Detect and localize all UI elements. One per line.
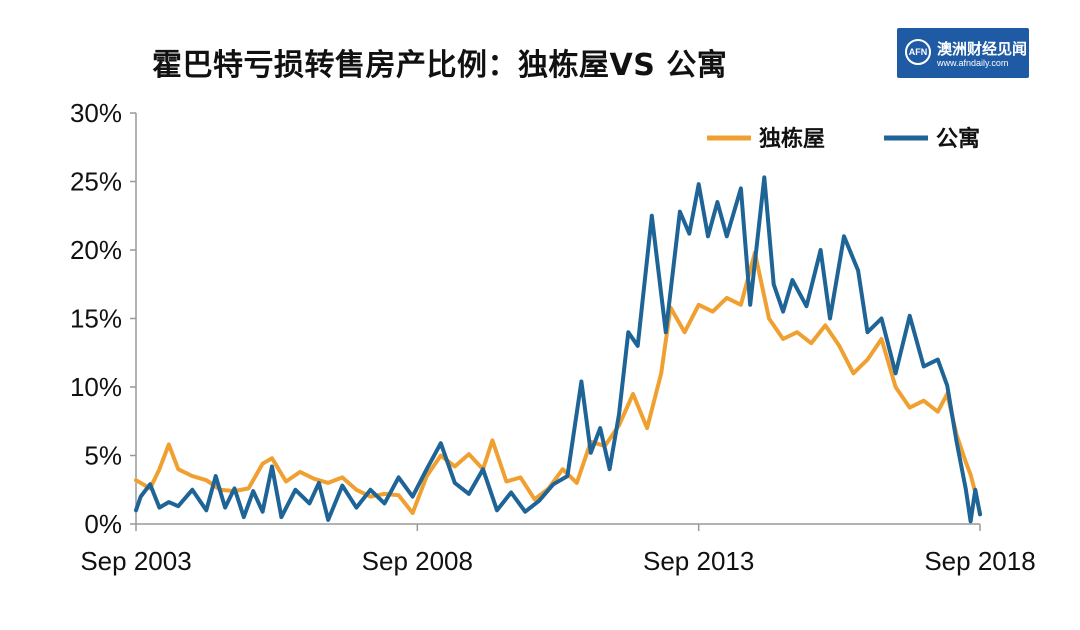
series-line-2 [134, 175, 982, 524]
chart-title: 霍巴特亏损转售房产比例：独栋屋VS 公寓 [152, 48, 728, 83]
x-tick-label: Sep 2008 [362, 546, 473, 576]
y-tick-label: 30% [70, 98, 122, 128]
x-tick-label: Sep 2018 [924, 546, 1035, 576]
x-tick-label: Sep 2013 [643, 546, 754, 576]
brand-logo: AFN 澳洲财经见闻 www.afndaily.com [897, 28, 1029, 78]
logo-name: 澳洲财经见闻 [937, 40, 1028, 58]
x-tick-label: Sep 2003 [80, 546, 191, 576]
legend-label-2: 公寓 [936, 126, 980, 152]
y-tick-label: 25% [70, 167, 122, 197]
y-tick-label: 20% [70, 235, 122, 265]
series-line-1 [134, 250, 982, 515]
logo-badge-icon: AFN [905, 39, 931, 65]
logo-url: www.afndaily.com [937, 58, 1009, 68]
y-tick-label: 0% [84, 509, 122, 539]
y-tick-label: 15% [70, 304, 122, 334]
legend-label-1: 独栋屋 [759, 126, 825, 152]
y-tick-label: 10% [70, 372, 122, 402]
y-tick-label: 5% [84, 441, 122, 471]
